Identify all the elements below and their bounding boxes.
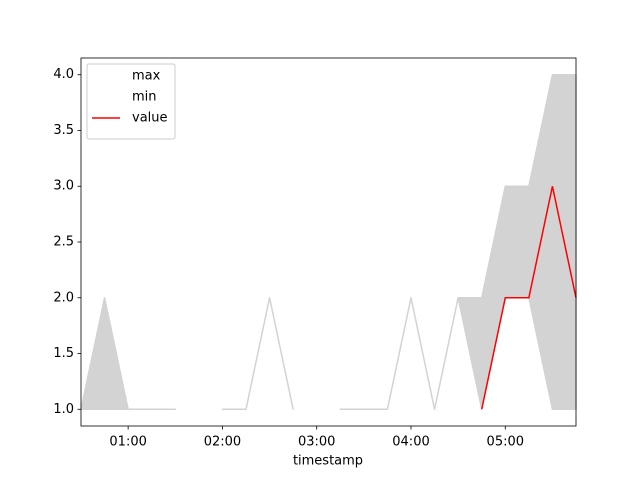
y-tick-label: 2.5: [53, 235, 74, 250]
x-tick-label: 03:00: [298, 435, 335, 450]
x-tick-label: 05:00: [487, 435, 524, 450]
series-line: [480, 186, 577, 410]
legend-label: max: [132, 69, 161, 84]
x-axis-label: timestamp: [293, 454, 363, 469]
y-tick-label: 2.0: [53, 290, 74, 305]
y-tick-label: 4.0: [53, 67, 74, 82]
range-fill: [221, 297, 294, 411]
legend-label: min: [132, 90, 157, 105]
y-tick-label: 3.0: [53, 179, 74, 194]
y-tick-label: 1.0: [53, 402, 74, 417]
x-tick-label: 04:00: [392, 435, 429, 450]
range-fill: [80, 297, 177, 411]
legend-box: [86, 63, 176, 140]
legend-label: value: [132, 111, 168, 126]
x-tick-label: 01:00: [109, 435, 146, 450]
y-tick-label: 3.5: [53, 123, 74, 138]
x-tick-label: 02:00: [204, 435, 241, 450]
y-tick-label: 1.5: [53, 346, 74, 361]
